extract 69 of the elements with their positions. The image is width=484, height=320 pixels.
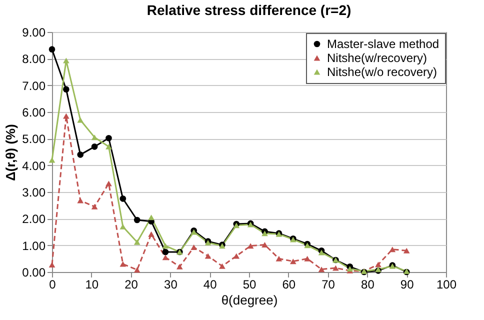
y-tick-label: 2.00 xyxy=(22,212,46,226)
y-tick-label: 1.00 xyxy=(22,238,46,253)
point xyxy=(63,58,70,64)
point xyxy=(63,86,70,92)
legend-label: Master-slave method xyxy=(327,37,440,51)
point xyxy=(190,244,197,250)
point xyxy=(389,246,396,252)
point xyxy=(120,196,126,202)
x-tick-label: 20 xyxy=(124,278,138,292)
point xyxy=(318,266,325,272)
point xyxy=(91,134,98,140)
point xyxy=(134,239,140,245)
point xyxy=(134,216,140,224)
y-tick-label: 6.00 xyxy=(22,106,46,120)
y-tick-label: 4.00 xyxy=(22,158,46,173)
x-tick-label: 100 xyxy=(436,278,457,292)
point xyxy=(63,113,70,119)
x-tick-label: 10 xyxy=(85,278,99,292)
x-tick-label: 70 xyxy=(322,278,336,292)
point xyxy=(162,243,169,249)
point xyxy=(91,144,98,150)
point xyxy=(120,224,126,230)
point xyxy=(332,265,339,271)
y-tick-label: 5.00 xyxy=(22,132,46,146)
point xyxy=(375,262,382,268)
point xyxy=(77,152,84,158)
y-tick-label: 8.00 xyxy=(22,52,46,66)
point xyxy=(134,267,140,273)
point xyxy=(106,144,112,150)
point xyxy=(48,157,56,163)
x-tick-label: 50 xyxy=(242,278,256,292)
point xyxy=(247,243,254,249)
chart-title: Relative stress difference (r=2) xyxy=(146,2,352,18)
point xyxy=(77,117,84,123)
x-tick-label: 90 xyxy=(400,278,414,292)
point xyxy=(162,248,169,256)
point xyxy=(219,263,226,269)
point xyxy=(276,256,282,262)
x-tick-label: 80 xyxy=(361,278,375,292)
x-axis-title: θ(degree) xyxy=(221,292,278,308)
point xyxy=(204,253,212,259)
y-axis-title: Δ(r,θ) (%) xyxy=(3,124,18,181)
point xyxy=(48,262,56,268)
point xyxy=(262,230,268,236)
point xyxy=(403,248,410,254)
point xyxy=(148,231,154,237)
y-tick-label: 0.00 xyxy=(22,266,46,280)
legend-label: Nitshe(w/recovery) xyxy=(327,51,428,65)
point xyxy=(162,254,169,260)
x-tick-label: 60 xyxy=(282,278,296,292)
point xyxy=(91,204,98,210)
y-tick-label: 3.00 xyxy=(22,186,46,200)
x-tick-label: 30 xyxy=(164,278,178,292)
legend-label: Nitshe(w/o recovery) xyxy=(327,65,438,79)
point xyxy=(77,198,84,204)
y-tick-label: 9.00 xyxy=(22,26,46,40)
y-tick-label: 7.00 xyxy=(22,78,46,93)
point xyxy=(106,180,112,186)
point xyxy=(233,253,240,259)
x-tick-label: 40 xyxy=(203,278,218,292)
point xyxy=(290,258,296,264)
point xyxy=(304,256,310,262)
point xyxy=(262,242,268,248)
x-tick-label: 0 xyxy=(49,278,56,292)
point xyxy=(148,214,154,220)
point xyxy=(176,264,183,270)
point xyxy=(106,134,112,142)
point xyxy=(120,261,126,267)
point xyxy=(48,46,56,52)
